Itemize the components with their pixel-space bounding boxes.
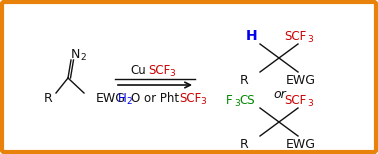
Text: Cu: Cu [130, 63, 146, 77]
Text: F: F [226, 93, 232, 107]
Text: O or Pht: O or Pht [131, 91, 179, 105]
Text: SCF: SCF [284, 93, 306, 107]
Text: EWG: EWG [96, 91, 126, 105]
Text: R: R [43, 91, 53, 105]
Text: EWG: EWG [286, 138, 316, 150]
Text: or: or [274, 89, 287, 101]
Text: R: R [240, 73, 248, 87]
Text: EWG: EWG [286, 73, 316, 87]
Text: 3: 3 [307, 99, 313, 107]
Text: SCF: SCF [179, 91, 201, 105]
Text: N: N [71, 47, 81, 61]
FancyBboxPatch shape [2, 2, 376, 152]
Text: 2: 2 [80, 53, 86, 61]
Text: SCF: SCF [284, 30, 306, 43]
Text: H: H [118, 91, 127, 105]
Text: R: R [240, 138, 248, 150]
Text: CS: CS [239, 93, 255, 107]
Text: 3: 3 [307, 34, 313, 43]
Text: 3: 3 [200, 97, 206, 105]
Text: 2: 2 [126, 97, 132, 105]
Text: 3: 3 [169, 69, 175, 77]
Text: SCF: SCF [148, 63, 170, 77]
Text: 3: 3 [234, 99, 240, 107]
Text: H: H [246, 29, 258, 43]
